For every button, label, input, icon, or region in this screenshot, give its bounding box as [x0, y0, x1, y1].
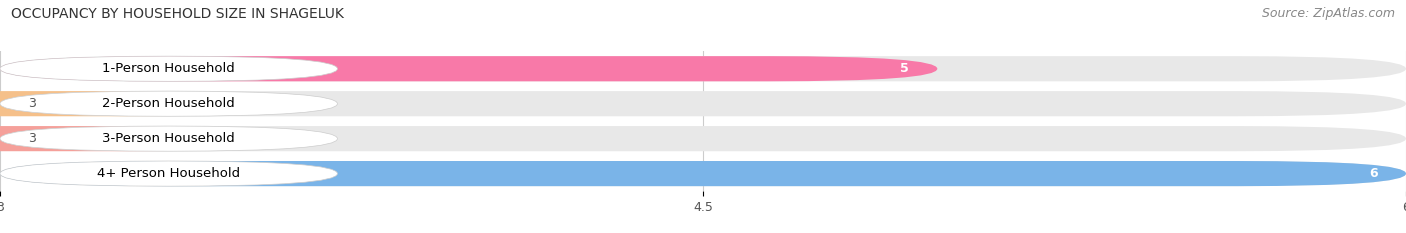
FancyBboxPatch shape [0, 91, 1406, 116]
Text: Source: ZipAtlas.com: Source: ZipAtlas.com [1261, 7, 1395, 20]
FancyBboxPatch shape [0, 126, 169, 151]
FancyBboxPatch shape [0, 56, 938, 81]
Text: 3: 3 [28, 132, 37, 145]
FancyBboxPatch shape [0, 161, 1406, 186]
FancyBboxPatch shape [0, 56, 337, 81]
Text: 3-Person Household: 3-Person Household [103, 132, 235, 145]
Text: 5: 5 [900, 62, 910, 75]
FancyBboxPatch shape [0, 56, 1406, 81]
FancyBboxPatch shape [0, 91, 169, 116]
FancyBboxPatch shape [0, 126, 337, 151]
Text: OCCUPANCY BY HOUSEHOLD SIZE IN SHAGELUK: OCCUPANCY BY HOUSEHOLD SIZE IN SHAGELUK [11, 7, 344, 21]
Text: 4+ Person Household: 4+ Person Household [97, 167, 240, 180]
FancyBboxPatch shape [0, 161, 1406, 186]
Text: 6: 6 [1369, 167, 1378, 180]
FancyBboxPatch shape [0, 126, 1406, 151]
Text: 1-Person Household: 1-Person Household [103, 62, 235, 75]
FancyBboxPatch shape [0, 91, 337, 116]
Text: 2-Person Household: 2-Person Household [103, 97, 235, 110]
FancyBboxPatch shape [0, 161, 337, 186]
Text: 3: 3 [28, 97, 37, 110]
